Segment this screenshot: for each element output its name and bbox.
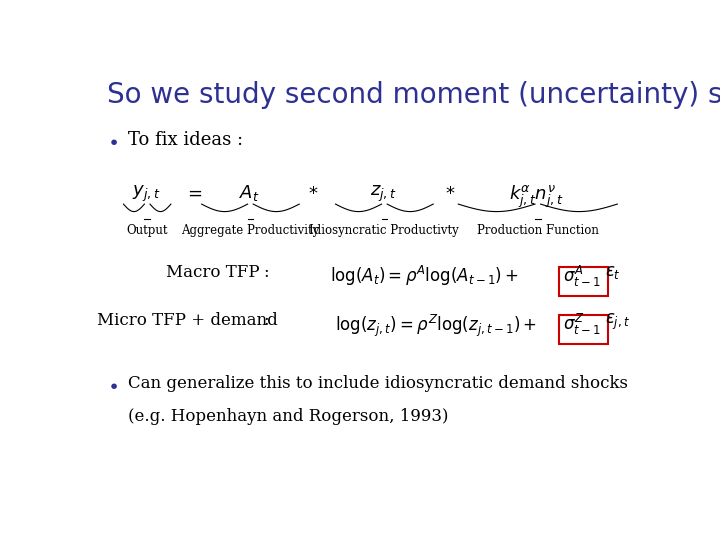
Text: To fix ideas :: To fix ideas : — [128, 131, 243, 150]
Text: $\log(z_{j,t}) = \rho^Z \log(z_{j,t-1}) +$: $\log(z_{j,t}) = \rho^Z \log(z_{j,t-1}) … — [335, 312, 537, 339]
Text: $\varepsilon_{j,t}$: $\varepsilon_{j,t}$ — [605, 312, 630, 333]
Text: Production Function: Production Function — [477, 224, 599, 237]
Text: $A_t$: $A_t$ — [239, 183, 259, 203]
Text: Micro TFP + demand: Micro TFP + demand — [97, 312, 278, 329]
Text: $\bullet$: $\bullet$ — [107, 375, 117, 394]
Text: $*$: $*$ — [445, 183, 455, 201]
Text: So we study second moment (uncertainty) shocks: So we study second moment (uncertainty) … — [107, 82, 720, 110]
Text: $\log(A_t) = \rho^A \log(A_{t-1}) +$: $\log(A_t) = \rho^A \log(A_{t-1}) +$ — [330, 265, 519, 288]
Text: $*$: $*$ — [308, 183, 318, 201]
Text: $\sigma^A_{t-1}$: $\sigma^A_{t-1}$ — [563, 265, 601, 289]
Text: :: : — [263, 312, 269, 329]
Text: $z_{j,t}$: $z_{j,t}$ — [369, 183, 396, 204]
Text: :: : — [263, 265, 269, 281]
Text: $\sigma^Z_{t-1}$: $\sigma^Z_{t-1}$ — [563, 312, 601, 338]
Text: Output: Output — [127, 224, 168, 237]
Text: Macro TFP: Macro TFP — [166, 265, 260, 281]
Text: $k^{\alpha}_{j,t} n^{\nu}_{j,t}$: $k^{\alpha}_{j,t} n^{\nu}_{j,t}$ — [509, 183, 564, 210]
Text: $=$: $=$ — [184, 183, 202, 201]
Text: Idiosyncratic Productivty: Idiosyncratic Productivty — [310, 224, 459, 237]
Text: $\varepsilon_t$: $\varepsilon_t$ — [606, 265, 621, 281]
Text: Aggregate Productivity: Aggregate Productivity — [181, 224, 320, 237]
Text: $y_{j,t}$: $y_{j,t}$ — [132, 183, 160, 204]
Text: $\bullet$: $\bullet$ — [107, 131, 117, 150]
Text: Can generalize this to include idiosyncratic demand shocks: Can generalize this to include idiosyncr… — [128, 375, 628, 392]
Text: (e.g. Hopenhayn and Rogerson, 1993): (e.g. Hopenhayn and Rogerson, 1993) — [128, 408, 449, 425]
